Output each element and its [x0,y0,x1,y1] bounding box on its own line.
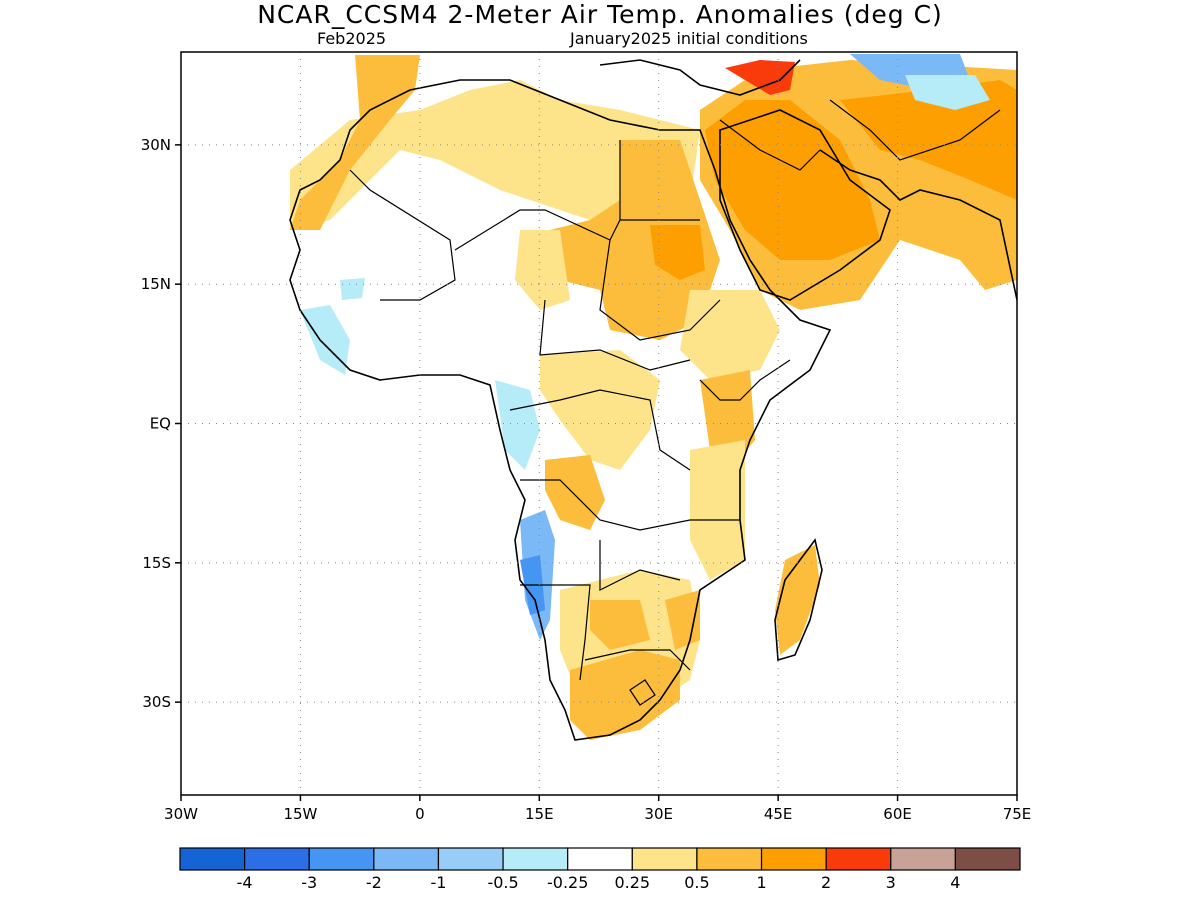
persian-gulf-coast [819,149,1017,301]
border-sudan [599,239,721,341]
lon-tick-label: 30W [164,805,198,823]
legend-label: -0.5 [487,873,518,892]
legend-label: 1 [756,873,766,892]
legend-label: 2 [821,873,831,892]
anomaly-shading [290,54,1017,740]
border-iraq-saudi [719,119,821,171]
grid-lines [181,52,1017,795]
initial-conditions-label: January2025 initial conditions [569,29,808,48]
legend-label: -2 [366,873,382,892]
lat-tick-label: 15N [141,275,171,293]
lesotho-outline [629,679,656,706]
legend-swatch [567,847,633,871]
anomaly-region-sahara-warm [550,140,720,340]
legend-swatch [502,847,569,871]
border-mali-niger [454,209,621,251]
legend-swatch [437,847,504,871]
map-title: NCAR_CCSM4 2-Meter Air Temp. Anomalies (… [257,0,943,29]
legend-swatch [890,847,956,871]
lon-tick-label: 15W [283,805,317,823]
lat-tick-label: 15S [142,554,171,572]
legend-label: -1 [430,873,446,892]
anomaly-region-east-africa-yellow [690,440,745,580]
border-south-africa [584,649,691,671]
legend-label: -0.25 [547,873,588,892]
lat-tick-label: EQ [150,415,171,433]
lon-tick-label: 0 [415,805,425,823]
legend-label: 0.5 [684,873,709,892]
border-congo [509,389,691,471]
anomaly-region-madagascar [775,545,820,655]
border-drc-angola [520,479,740,531]
border-zambia-zimbabwe [599,540,681,591]
anomaly-region-chad-warm [650,225,705,280]
lon-tick-label: 60E [883,805,912,823]
anomaly-region-senegal-cool [340,278,365,300]
lon-tick-label: 45E [764,805,793,823]
mediterranean-coast [599,59,801,96]
lat-tick-label: 30S [142,693,171,711]
legend-swatch [244,847,310,871]
valid-month-label: Feb2025 [317,29,386,48]
lon-tick-label: 15E [525,805,554,823]
legend-swatch [696,847,763,871]
legend-swatch [954,847,1021,871]
border-chad-car [539,299,691,371]
legend-label: 3 [886,873,896,892]
legend-label: 0.25 [614,873,650,892]
anomaly-region-morocco [290,55,420,230]
border-iran [829,99,1001,161]
anomaly-region-iran [840,80,1017,200]
axis-ticks: 30N 15N EQ 15S 30S 30W 15W 0 15E 30E 45E 60E 75E [141,136,1032,823]
legend-label: 4 [950,873,960,892]
anomaly-region-south-africa [570,650,680,740]
legend-swatch [373,847,440,871]
legend-swatch [825,847,892,871]
madagascar-coastline [774,538,823,662]
africa-coastline [289,79,832,741]
legend-swatch [760,847,827,871]
border-namibia-botswana [520,584,591,681]
map-area [181,52,1017,795]
anomaly-region-cool-strip [905,75,990,110]
color-legend: -4 -3 -2 -1 -0.5 -0.25 0.25 0.5 1 2 3 4 [179,847,1021,892]
lon-tick-label: 30E [644,805,673,823]
anomaly-region-arabia-core [705,100,880,260]
anomaly-region-sahel-yellow [515,230,570,310]
legend-swatch [631,847,698,871]
arabia-coastline [719,109,891,301]
border-libya-egypt [619,140,700,221]
legend-swatch [308,847,375,871]
legend-label: -4 [237,873,253,892]
border-east-africa [699,359,791,401]
anomaly-region-central-yellow [540,350,660,470]
anomaly-region-levant-hot [725,60,795,95]
anomaly-region-angola [545,455,605,530]
border-sahara-west [349,169,456,301]
lat-tick-label: 30N [141,136,171,154]
anomaly-region-nw-africa [290,80,700,230]
legend-label: -3 [301,873,317,892]
country-borders [349,99,1001,706]
legend-swatch [179,847,246,871]
coastline-outlines [289,59,1017,741]
lon-tick-label: 75E [1003,805,1032,823]
anomaly-region-botswana [590,600,650,650]
anomaly-region-sahel-east [680,290,780,380]
anomaly-region-gulf-guinea-cool [495,380,540,470]
